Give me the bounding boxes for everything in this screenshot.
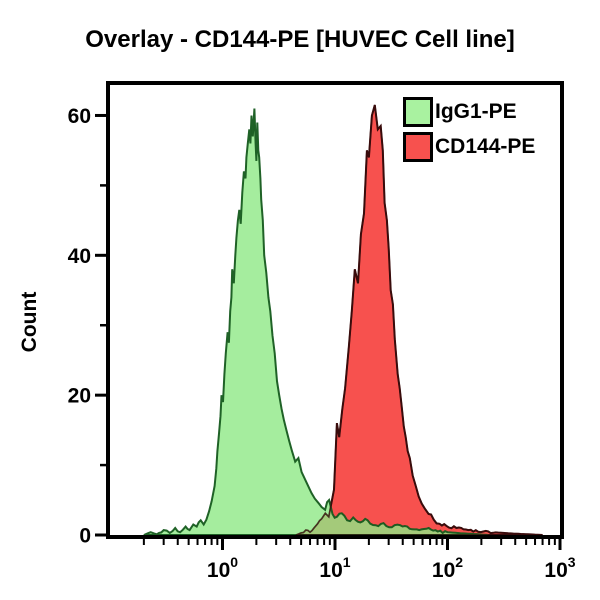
legend: IgG1-PE CD144-PE — [403, 97, 535, 167]
legend-swatch-cd144-pe — [403, 132, 433, 162]
y-tick-label: 20 — [68, 385, 91, 408]
legend-swatch-igg1-pe — [403, 97, 433, 127]
x-tick-label: 101 — [319, 554, 350, 582]
legend-item-cd144-pe: CD144-PE — [403, 132, 535, 162]
x-tick-label: 102 — [432, 554, 463, 582]
histogram-layer — [143, 104, 543, 536]
x-tick-label: 100 — [207, 554, 238, 582]
chart-title: Overlay - CD144-PE [HUVEC Cell line] — [85, 26, 515, 53]
histogram-igg1-pe — [143, 108, 489, 536]
y-tick-label: 40 — [68, 245, 91, 268]
histogram-cd144-pe-outline — [295, 104, 543, 536]
legend-item-igg1-pe: IgG1-PE — [403, 97, 535, 127]
histogram-cd144-pe — [295, 104, 543, 536]
x-tick-label: 103 — [544, 554, 575, 582]
legend-label-cd144-pe: CD144-PE — [435, 135, 536, 158]
legend-label-igg1-pe: IgG1-PE — [435, 100, 517, 123]
plot-border — [106, 81, 564, 539]
y-tick-label: 0 — [79, 525, 91, 548]
y-tick-label: 60 — [68, 105, 91, 128]
